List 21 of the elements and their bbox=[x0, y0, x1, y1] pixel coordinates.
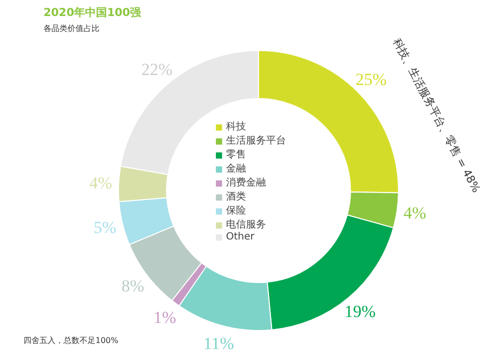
legend-label: 电信服务 bbox=[226, 218, 266, 232]
chart-subtitle: 各品类价值占比 bbox=[44, 24, 100, 33]
legend-label: 生活服务平台 bbox=[226, 134, 286, 148]
data-label: 4% bbox=[404, 203, 426, 222]
data-label: 4% bbox=[89, 173, 112, 192]
data-label: 8% bbox=[121, 276, 144, 296]
text: 四舍五入，总数不足100% bbox=[24, 336, 119, 345]
legend-label: 零售 bbox=[226, 148, 246, 162]
data-label: 5% bbox=[94, 218, 116, 238]
legend-label: 消费金融 bbox=[226, 176, 266, 190]
text: 科技、生活服务平台、零售 = 48% bbox=[390, 36, 483, 195]
legend-label: 金融 bbox=[226, 162, 246, 176]
legend-label: 保险 bbox=[226, 204, 246, 218]
data-label: 19% bbox=[344, 302, 376, 322]
legend-label: Other bbox=[226, 232, 254, 242]
data-label: 1% bbox=[153, 308, 176, 328]
data-label: 25% bbox=[356, 70, 387, 90]
chart-title: 2020年中国100强 bbox=[44, 6, 142, 19]
legend-label: 科技 bbox=[226, 120, 246, 134]
data-label: 11% bbox=[204, 334, 234, 353]
legend-label: 酒类 bbox=[226, 190, 246, 204]
